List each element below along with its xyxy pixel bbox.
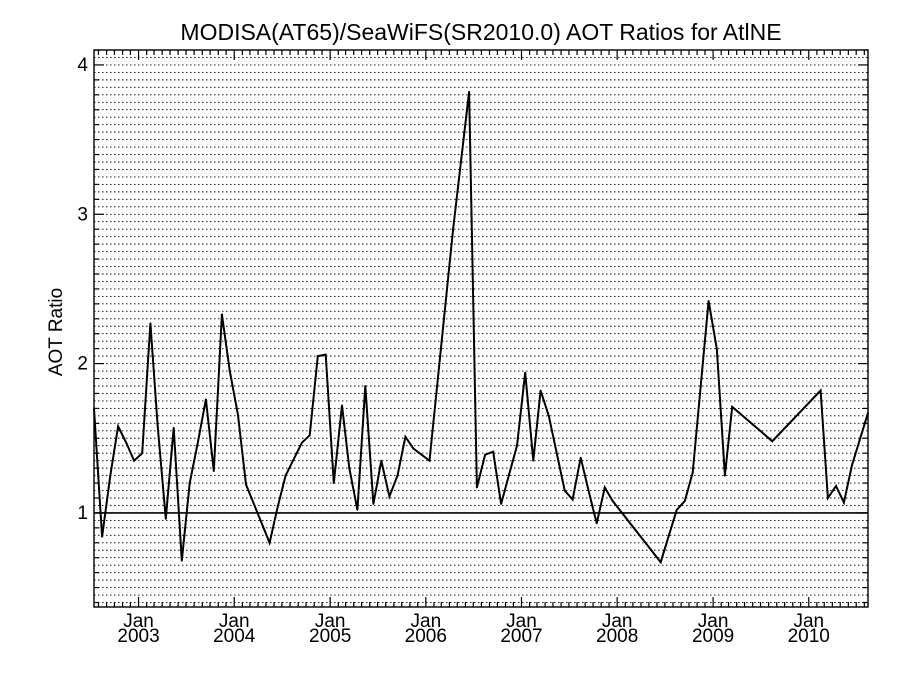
data-point [341, 404, 343, 407]
y-tick-label: 3 [77, 204, 88, 225]
data-point [301, 441, 303, 444]
data-point [221, 313, 223, 316]
data-point [180, 559, 183, 562]
x-tick-label-year: 2010 [788, 626, 830, 647]
data-point [851, 464, 853, 466]
data-point [468, 90, 470, 93]
data-point [492, 450, 495, 453]
data-point [428, 459, 431, 462]
x-tick-label-year: 2004 [213, 626, 256, 647]
x-tick-label-year: 2008 [596, 626, 638, 647]
x-tick-label-year: 2007 [500, 626, 542, 647]
data-point [675, 509, 678, 511]
data-point [843, 501, 845, 504]
data-point [348, 467, 351, 469]
y-tick-label: 1 [77, 503, 88, 524]
data-point [237, 413, 239, 416]
data-point [547, 415, 550, 417]
data-point [771, 440, 774, 443]
data-point [595, 522, 598, 525]
x-tick-label-month: Jan [219, 611, 250, 632]
data-point [212, 470, 215, 472]
grid-lines [94, 57, 868, 603]
series-group [93, 90, 869, 565]
data-point [412, 447, 415, 450]
y-axis-label: AOT Ratio [46, 288, 67, 376]
data-point [245, 483, 247, 486]
data-point [724, 474, 726, 477]
data-point [715, 347, 718, 350]
data-point [835, 485, 837, 487]
x-tick-label-month: Jan [602, 611, 633, 632]
data-point [324, 353, 327, 356]
data-point [484, 453, 486, 456]
data-point [372, 503, 375, 505]
data-point [205, 398, 207, 401]
data-point [388, 495, 391, 498]
data-point [188, 482, 191, 484]
y-tick-label: 2 [77, 354, 88, 375]
x-tick-label-month: Jan [123, 611, 154, 632]
data-point [611, 500, 614, 502]
data-point [141, 452, 144, 455]
data-point [133, 459, 136, 462]
data-point [101, 535, 103, 538]
data-point [532, 459, 535, 462]
data-point [364, 385, 367, 387]
x-tick-label-year: 2003 [117, 626, 159, 647]
x-tick-label-year: 2006 [405, 626, 447, 647]
axis-ticks: 1234Jan2003Jan2004Jan2005Jan2006Jan2007J… [77, 49, 868, 647]
data-point [516, 444, 518, 447]
x-tick-label-month: Jan [506, 611, 537, 632]
data-point [164, 518, 167, 520]
data-point [659, 561, 662, 564]
data-point [308, 434, 311, 437]
x-tick-label-year: 2009 [692, 626, 734, 647]
data-point [827, 497, 829, 499]
x-tick-label-month: Jan [698, 611, 729, 632]
x-tick-label-year: 2005 [309, 626, 351, 647]
x-tick-label-month: Jan [411, 611, 442, 632]
data-point [707, 300, 710, 302]
data-point [508, 473, 511, 475]
data-point [563, 489, 566, 492]
data-point [268, 541, 271, 544]
data-point [284, 474, 287, 477]
data-point [156, 425, 159, 428]
data-point [731, 406, 734, 408]
data-point [579, 456, 582, 459]
data-point [172, 426, 175, 429]
data-point [109, 474, 112, 477]
data-point [396, 474, 399, 477]
chart-title: MODISA(AT65)/SeaWiFS(SR2010.0) AOT Ratio… [180, 19, 781, 45]
data-point [683, 500, 686, 502]
data-point [196, 441, 199, 444]
data-point [819, 389, 822, 392]
y-tick-label: 4 [77, 55, 88, 76]
data-point [316, 355, 319, 357]
plot-frame [93, 49, 869, 608]
data-point [228, 370, 231, 372]
data-point [539, 389, 542, 392]
data-point [276, 506, 279, 508]
x-tick-label-month: Jan [793, 611, 824, 632]
data-point [691, 471, 694, 474]
data-point [125, 441, 128, 444]
data-point [332, 482, 335, 484]
data-point [356, 509, 359, 511]
data-point [524, 371, 527, 374]
data-point [571, 498, 574, 501]
x-tick-label-month: Jan [315, 611, 346, 632]
data-point [588, 491, 590, 493]
data-point [452, 228, 454, 231]
data-point [404, 435, 407, 438]
data-point [380, 459, 383, 462]
data-point [117, 425, 119, 428]
data-point [149, 322, 152, 325]
data-point [476, 486, 478, 489]
data-point [500, 503, 502, 505]
data-point [603, 486, 606, 489]
